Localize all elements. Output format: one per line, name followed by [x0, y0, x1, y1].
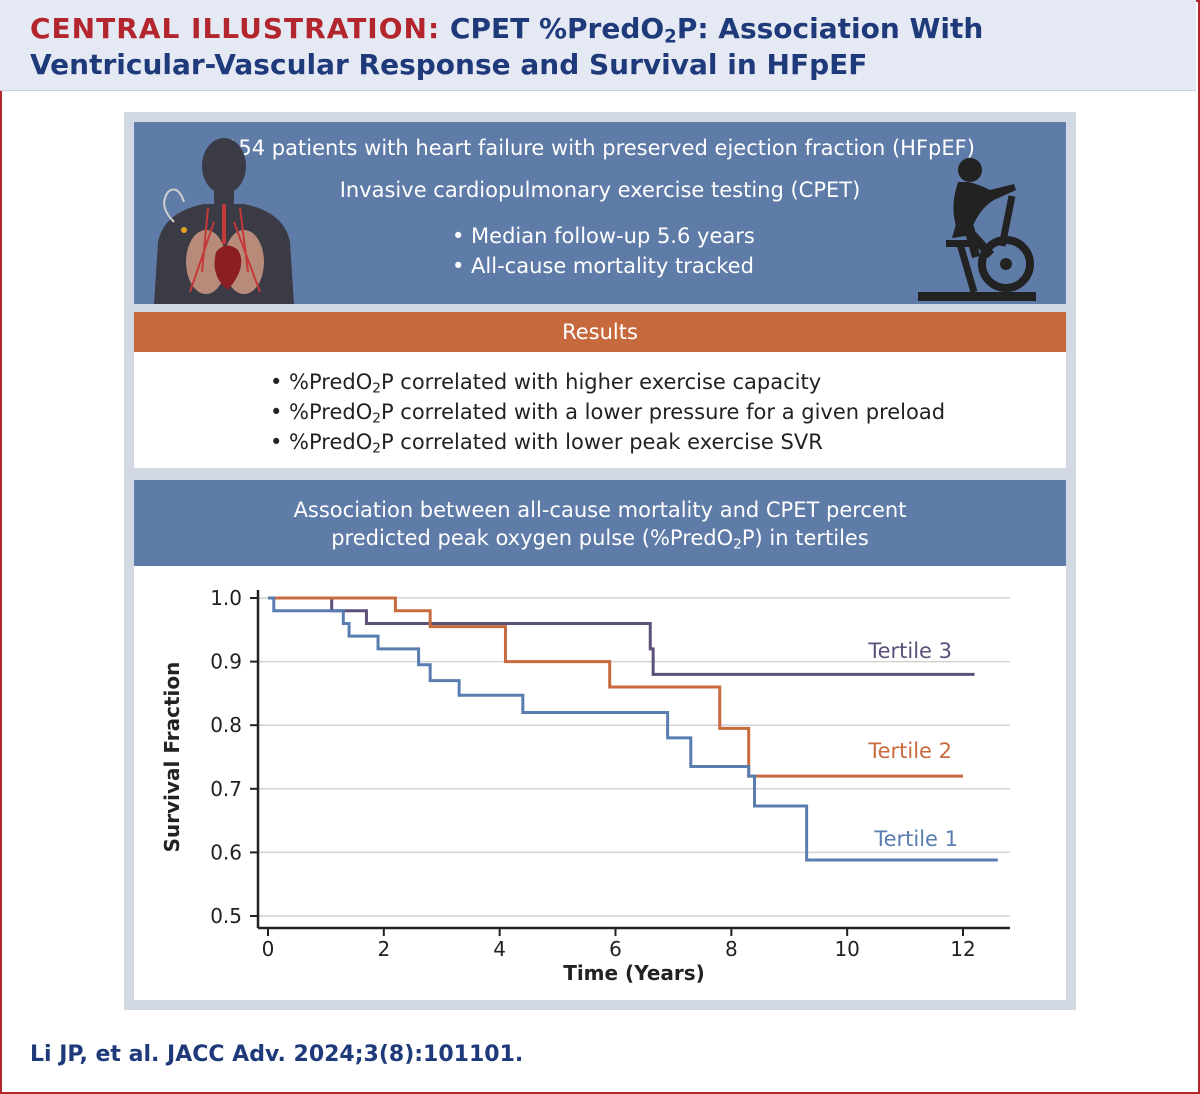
- y-tick-label: 1.0: [210, 586, 242, 610]
- series-label: Tertile 3: [867, 639, 952, 663]
- results-heading: Results: [134, 312, 1066, 352]
- figure-title: CENTRAL ILLUSTRATION: CPET %PredO2P: Ass…: [30, 12, 984, 48]
- y-tick-label: 0.6: [210, 840, 242, 864]
- study-bullet-followup: • Median follow-up 5.6 years: [452, 224, 755, 248]
- x-axis-label: Time (Years): [563, 961, 705, 985]
- series-line-tertile-2: [268, 596, 963, 778]
- y-tick-label: 0.9: [210, 650, 242, 674]
- series-label: Tertile 2: [867, 739, 952, 763]
- x-tick-label: 10: [834, 937, 859, 961]
- human-heart-lungs-icon: [154, 138, 294, 304]
- study-method: Invasive cardiopulmonary exercise testin…: [339, 178, 861, 202]
- series-line-tertile-1: [268, 596, 998, 862]
- x-tick-label: 12: [950, 937, 975, 961]
- series-line-tertile-3: [268, 596, 975, 676]
- survival-chart: 0.5 0.6 0.7 0.8 0.9 1.0 0 2 4 6 8 10 12 Time (Years) S…: [160, 586, 1010, 985]
- study-population: 154 patients with heart failure with pre…: [225, 136, 975, 160]
- series-label: Tertile 1: [873, 827, 958, 851]
- result-item: • %PredO2P correlated with lower peak ex…: [270, 430, 823, 457]
- x-tick-label: 6: [609, 937, 622, 961]
- x-tick-label: 0: [262, 937, 275, 961]
- figure-title-line-2: Ventricular-Vascular Response and Surviv…: [30, 48, 868, 81]
- chart-caption-line-2: predicted peak oxygen pulse (%PredO2P) i…: [331, 526, 869, 553]
- result-item: • %PredO2P correlated with higher exerci…: [270, 370, 822, 397]
- central-illustration-label: CENTRAL ILLUSTRATION:: [30, 12, 441, 45]
- result-item: • %PredO2P correlated with a lower press…: [270, 400, 946, 427]
- y-tick-label: 0.7: [210, 777, 242, 801]
- header-banner: CENTRAL ILLUSTRATION: CPET %PredO2P: Ass…: [0, 0, 1196, 91]
- x-tick-label: 8: [725, 937, 738, 961]
- study-bullet-mortality: • All-cause mortality tracked: [452, 254, 754, 278]
- x-tick-label: 4: [493, 937, 506, 961]
- y-tick-label: 0.8: [210, 713, 242, 737]
- y-tick-label: 0.5: [210, 904, 242, 928]
- citation: Li JP, et al. JACC Adv. 2024;3(8):101101…: [30, 1042, 524, 1067]
- exercise-bike-icon: [918, 158, 1036, 301]
- chart-caption-box: Association between all-cause mortality …: [134, 480, 1066, 566]
- y-axis-label: Survival Fraction: [160, 662, 184, 853]
- study-design-box: 154 patients with heart failure with pre…: [134, 122, 1066, 304]
- results-box: • %PredO2P correlated with higher exerci…: [134, 352, 1066, 468]
- chart-caption-line-1: Association between all-cause mortality …: [293, 498, 907, 522]
- x-tick-label: 2: [377, 937, 390, 961]
